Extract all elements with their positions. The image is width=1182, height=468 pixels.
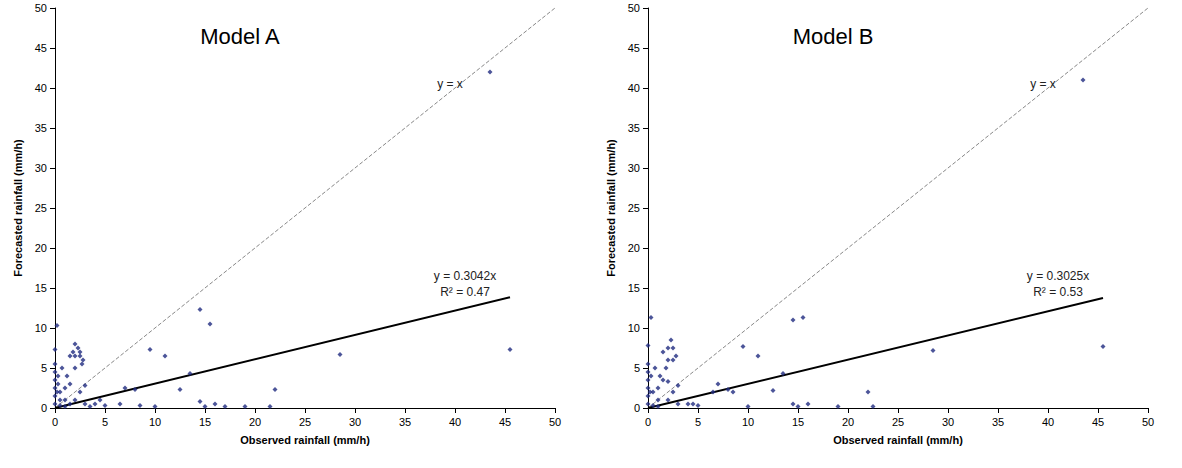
svg-text:50: 50 bbox=[628, 2, 640, 14]
svg-text:15: 15 bbox=[792, 416, 804, 428]
svg-text:45: 45 bbox=[499, 416, 511, 428]
svg-text:35: 35 bbox=[35, 122, 47, 134]
svg-text:5: 5 bbox=[634, 362, 640, 374]
svg-text:R² = 0.47: R² = 0.47 bbox=[440, 285, 490, 299]
svg-text:y = 0.3025x: y = 0.3025x bbox=[1027, 269, 1089, 283]
svg-text:Observed rainfall (mm/h): Observed rainfall (mm/h) bbox=[833, 434, 963, 446]
svg-text:y = 0.3042x: y = 0.3042x bbox=[434, 269, 496, 283]
svg-text:35: 35 bbox=[399, 416, 411, 428]
svg-text:Forecasted rainfall (mm/h): Forecasted rainfall (mm/h) bbox=[605, 139, 617, 277]
svg-text:15: 15 bbox=[628, 282, 640, 294]
svg-text:35: 35 bbox=[628, 122, 640, 134]
svg-text:5: 5 bbox=[695, 416, 701, 428]
svg-text:Observed rainfall (mm/h): Observed rainfall (mm/h) bbox=[240, 434, 370, 446]
svg-text:Model B: Model B bbox=[793, 24, 874, 49]
svg-text:20: 20 bbox=[628, 242, 640, 254]
svg-text:y = x: y = x bbox=[437, 77, 463, 91]
svg-text:y = x: y = x bbox=[1030, 77, 1056, 91]
svg-text:25: 25 bbox=[892, 416, 904, 428]
svg-text:15: 15 bbox=[35, 282, 47, 294]
svg-text:10: 10 bbox=[149, 416, 161, 428]
svg-text:10: 10 bbox=[742, 416, 754, 428]
svg-text:30: 30 bbox=[35, 162, 47, 174]
svg-text:35: 35 bbox=[992, 416, 1004, 428]
svg-text:25: 25 bbox=[628, 202, 640, 214]
svg-text:5: 5 bbox=[41, 362, 47, 374]
svg-text:R² = 0.53: R² = 0.53 bbox=[1033, 285, 1083, 299]
svg-text:45: 45 bbox=[35, 42, 47, 54]
svg-text:30: 30 bbox=[942, 416, 954, 428]
svg-text:50: 50 bbox=[35, 2, 47, 14]
svg-text:0: 0 bbox=[52, 416, 58, 428]
svg-text:25: 25 bbox=[35, 202, 47, 214]
svg-text:0: 0 bbox=[41, 402, 47, 414]
svg-text:40: 40 bbox=[35, 82, 47, 94]
svg-text:10: 10 bbox=[628, 322, 640, 334]
svg-text:20: 20 bbox=[842, 416, 854, 428]
svg-text:0: 0 bbox=[645, 416, 651, 428]
svg-text:0: 0 bbox=[634, 402, 640, 414]
svg-text:40: 40 bbox=[1042, 416, 1054, 428]
svg-text:40: 40 bbox=[628, 82, 640, 94]
svg-text:50: 50 bbox=[1142, 416, 1154, 428]
svg-text:Model A: Model A bbox=[200, 24, 280, 49]
svg-text:30: 30 bbox=[628, 162, 640, 174]
svg-text:30: 30 bbox=[349, 416, 361, 428]
svg-text:40: 40 bbox=[449, 416, 461, 428]
svg-text:25: 25 bbox=[299, 416, 311, 428]
svg-text:10: 10 bbox=[35, 322, 47, 334]
svg-text:15: 15 bbox=[199, 416, 211, 428]
svg-text:20: 20 bbox=[35, 242, 47, 254]
svg-text:50: 50 bbox=[549, 416, 561, 428]
svg-text:5: 5 bbox=[102, 416, 108, 428]
svg-text:Forecasted rainfall (mm/h): Forecasted rainfall (mm/h) bbox=[12, 139, 24, 277]
svg-text:20: 20 bbox=[249, 416, 261, 428]
svg-text:45: 45 bbox=[1092, 416, 1104, 428]
svg-text:45: 45 bbox=[628, 42, 640, 54]
